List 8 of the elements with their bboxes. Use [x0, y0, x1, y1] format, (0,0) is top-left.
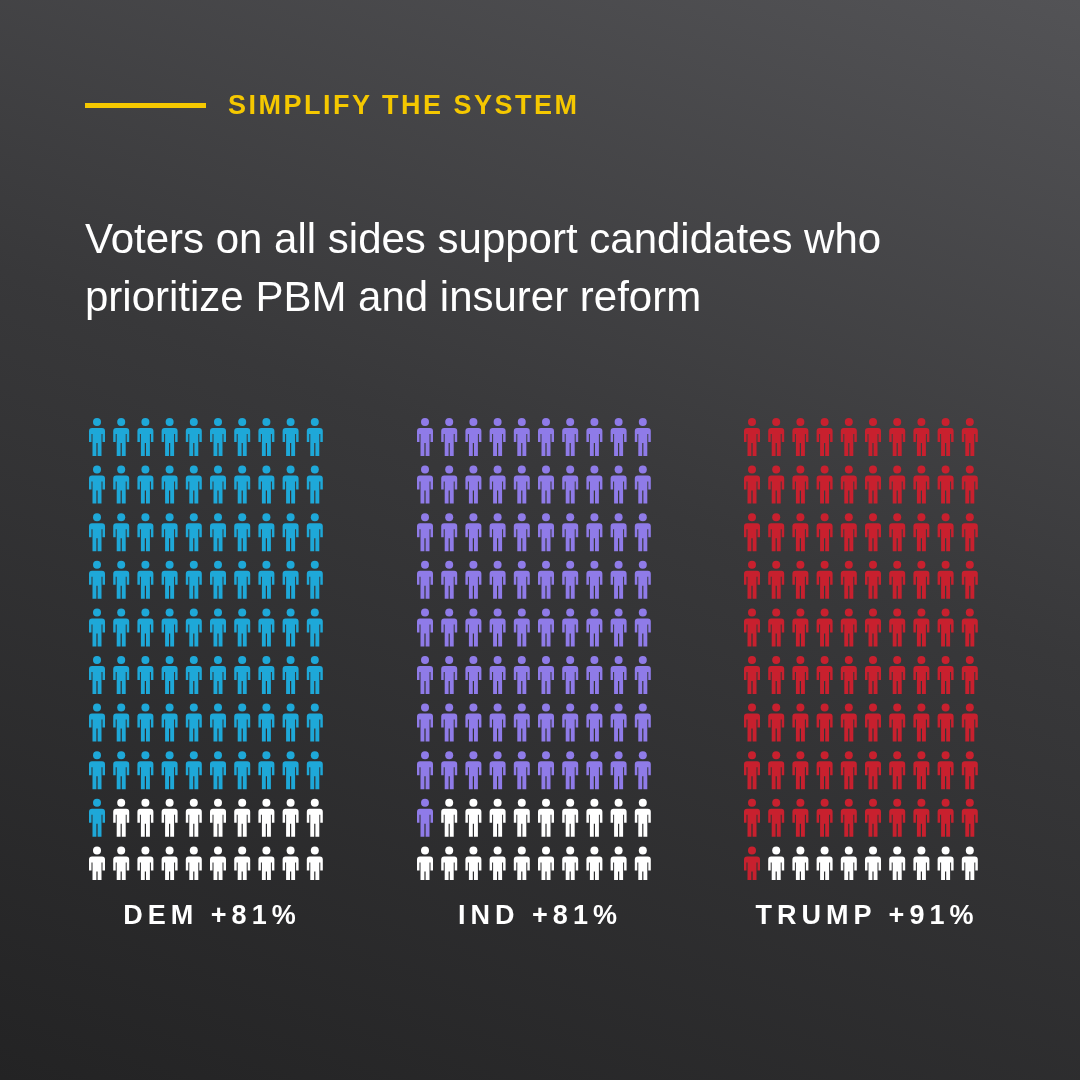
data-label: +91% [888, 900, 979, 930]
category-label: IND [458, 900, 520, 930]
text: SIMPLIFY THE SYSTEM [228, 90, 580, 121]
data-label: +81% [210, 900, 301, 930]
category-label: DEM [123, 900, 199, 930]
data-label: +81% [532, 900, 622, 930]
text: Voters on all sides support candidates who prioritize PBM and insurer reform [85, 214, 883, 322]
category-label: TRUMP [755, 900, 877, 930]
